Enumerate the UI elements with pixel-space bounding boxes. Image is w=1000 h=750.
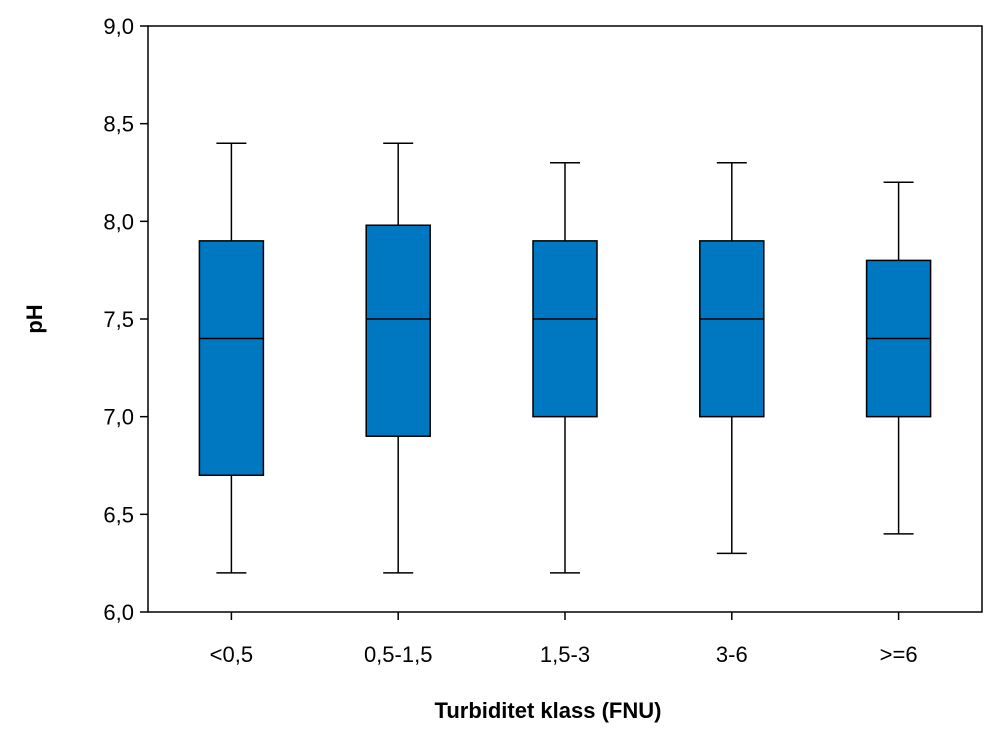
iqr-box (699, 240, 765, 418)
box-1 (198, 142, 265, 574)
y-tick-label: 8,0 (103, 209, 134, 234)
box-3 (532, 161, 598, 574)
x-axis: <0,5 0,5-1,5 1,5-3 3-6 >=6 (210, 612, 918, 667)
box-4 (699, 161, 765, 555)
x-tick-label: 1,5-3 (540, 642, 590, 667)
plot-frame (147, 25, 983, 613)
x-tick-label: 3-6 (716, 642, 748, 667)
iqr-box (365, 224, 431, 437)
y-tick-label: 7,5 (103, 307, 134, 332)
iqr-box (532, 240, 598, 418)
y-tick-label: 6,5 (103, 502, 134, 527)
x-axis-title: Turbiditet klass (FNU) (435, 698, 662, 723)
y-tick-label: 7,0 (103, 405, 134, 430)
box-2 (365, 142, 431, 574)
x-tick-label: >=6 (880, 642, 918, 667)
boxes (198, 142, 932, 574)
y-tick-label: 8,5 (103, 112, 134, 137)
box-5 (865, 181, 932, 535)
y-tick-label: 6,0 (103, 600, 134, 625)
iqr-box (198, 240, 265, 477)
y-tick-label: 9,0 (103, 14, 134, 39)
x-tick-label: <0,5 (210, 642, 253, 667)
y-axis-title: pH (22, 304, 47, 333)
y-axis: 6,0 6,5 7,0 7,5 8,0 8,5 9,0 (103, 14, 148, 625)
x-tick-label: 0,5-1,5 (364, 642, 433, 667)
